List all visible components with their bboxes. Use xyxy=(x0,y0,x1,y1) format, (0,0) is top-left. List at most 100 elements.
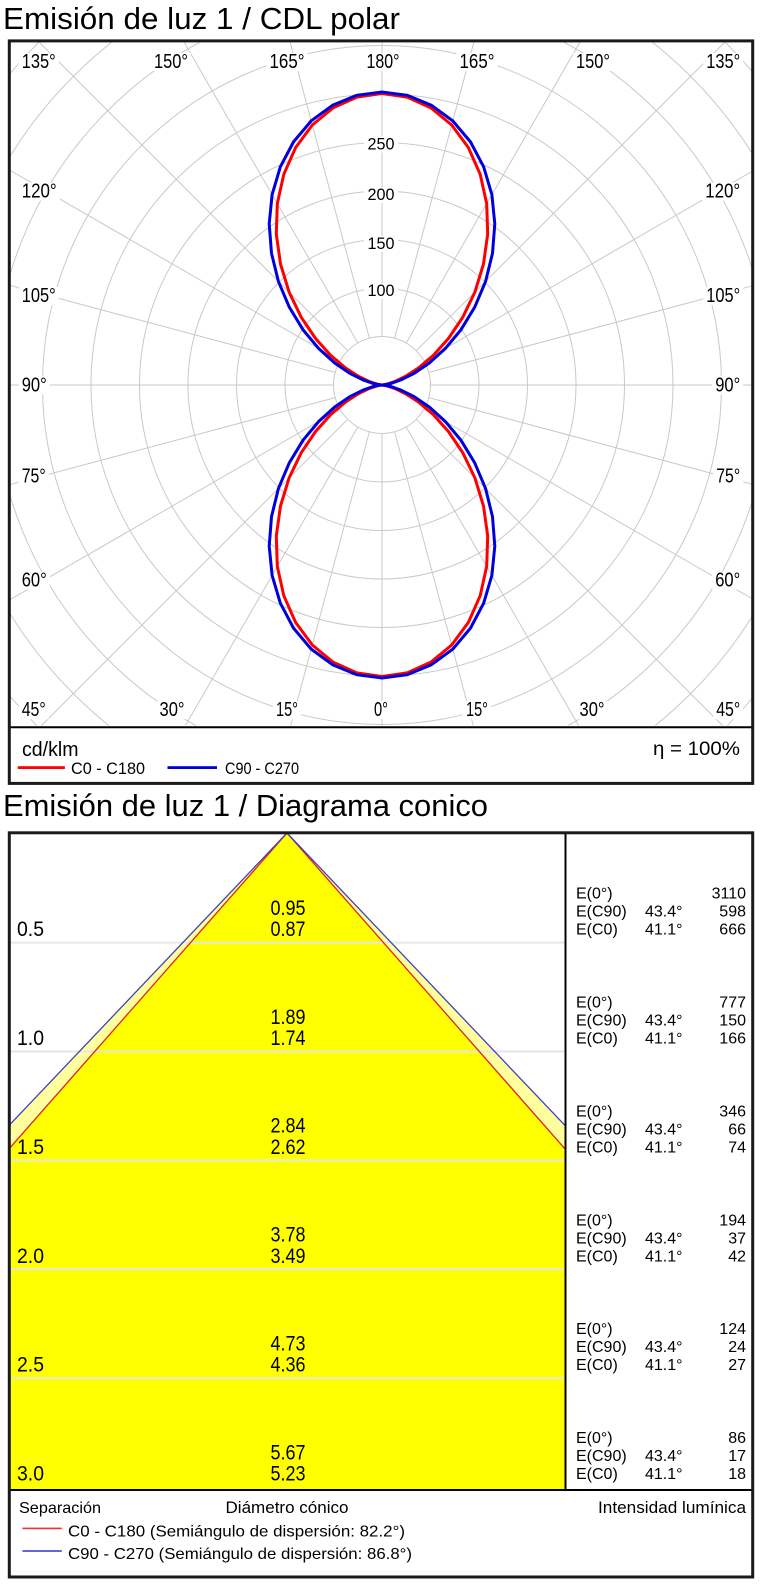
svg-text:150°: 150° xyxy=(576,51,610,73)
svg-text:E(C90): E(C90) xyxy=(576,1230,627,1247)
svg-text:E(0°): E(0°) xyxy=(576,886,613,903)
svg-text:27: 27 xyxy=(728,1357,746,1374)
svg-text:86: 86 xyxy=(728,1430,746,1447)
svg-text:15°: 15° xyxy=(466,699,488,721)
svg-text:Emisión de luz 1 / Diagrama co: Emisión de luz 1 / Diagrama conico xyxy=(3,788,488,823)
svg-text:3110: 3110 xyxy=(712,886,747,903)
svg-text:75°: 75° xyxy=(716,466,740,488)
svg-text:4.73: 4.73 xyxy=(271,1333,306,1356)
svg-text:15°: 15° xyxy=(276,699,298,721)
svg-text:43.4°: 43.4° xyxy=(645,1448,683,1465)
svg-text:E(C0): E(C0) xyxy=(576,1031,618,1048)
svg-text:E(C90): E(C90) xyxy=(576,1121,627,1138)
svg-text:66: 66 xyxy=(728,1121,746,1138)
svg-text:100: 100 xyxy=(368,281,395,300)
svg-text:17: 17 xyxy=(728,1448,746,1465)
svg-text:43.4°: 43.4° xyxy=(645,1121,683,1138)
svg-text:666: 666 xyxy=(719,922,746,939)
svg-text:1.89: 1.89 xyxy=(271,1006,306,1029)
svg-text:Diámetro cónico: Diámetro cónico xyxy=(226,1499,349,1517)
svg-text:E(C0): E(C0) xyxy=(576,1139,618,1156)
svg-text:346: 346 xyxy=(719,1103,746,1120)
svg-text:0°: 0° xyxy=(374,699,388,721)
svg-text:C90 - C270: C90 - C270 xyxy=(225,760,299,778)
svg-text:24: 24 xyxy=(728,1339,746,1356)
svg-text:E(C90): E(C90) xyxy=(576,1013,627,1030)
svg-text:120°: 120° xyxy=(22,181,57,203)
svg-text:5.67: 5.67 xyxy=(271,1441,306,1464)
svg-text:150°: 150° xyxy=(154,51,188,73)
svg-text:2.84: 2.84 xyxy=(271,1115,306,1138)
svg-text:2.0: 2.0 xyxy=(17,1245,44,1268)
svg-text:120°: 120° xyxy=(705,181,740,203)
svg-text:E(C0): E(C0) xyxy=(576,922,618,939)
svg-text:E(0°): E(0°) xyxy=(576,1212,613,1229)
svg-text:135°: 135° xyxy=(22,51,56,73)
svg-text:E(C0): E(C0) xyxy=(576,1357,618,1374)
svg-text:30°: 30° xyxy=(580,699,605,721)
svg-text:598: 598 xyxy=(719,904,746,921)
svg-text:45°: 45° xyxy=(716,699,740,721)
svg-text:150: 150 xyxy=(719,1013,746,1030)
svg-text:166: 166 xyxy=(719,1031,746,1048)
svg-text:3.0: 3.0 xyxy=(17,1463,44,1486)
svg-text:75°: 75° xyxy=(22,466,46,488)
svg-text:194: 194 xyxy=(719,1212,746,1229)
svg-text:105°: 105° xyxy=(706,285,740,307)
svg-text:1.74: 1.74 xyxy=(271,1027,306,1050)
svg-text:165°: 165° xyxy=(270,51,305,73)
svg-text:150: 150 xyxy=(368,234,395,253)
svg-text:E(C0): E(C0) xyxy=(576,1466,618,1483)
svg-text:C90 - C270 (Semiángulo de disp: C90 - C270 (Semiángulo de dispersión: 86… xyxy=(68,1546,412,1563)
svg-text:30°: 30° xyxy=(160,699,185,721)
svg-text:3.49: 3.49 xyxy=(271,1245,306,1268)
svg-text:E(0°): E(0°) xyxy=(576,1430,613,1447)
svg-text:41.1°: 41.1° xyxy=(645,1031,683,1048)
svg-text:41.1°: 41.1° xyxy=(645,1139,683,1156)
svg-text:74: 74 xyxy=(728,1139,746,1156)
svg-text:E(0°): E(0°) xyxy=(576,1321,613,1338)
svg-text:42: 42 xyxy=(728,1248,746,1265)
svg-text:E(C90): E(C90) xyxy=(576,904,627,921)
svg-text:4.36: 4.36 xyxy=(271,1354,306,1377)
svg-text:777: 777 xyxy=(719,995,746,1012)
svg-text:E(C90): E(C90) xyxy=(576,1448,627,1465)
svg-text:135°: 135° xyxy=(706,51,740,73)
svg-text:2.62: 2.62 xyxy=(271,1136,306,1159)
svg-text:43.4°: 43.4° xyxy=(645,904,683,921)
svg-text:41.1°: 41.1° xyxy=(645,1248,683,1265)
svg-text:1.0: 1.0 xyxy=(17,1027,44,1050)
svg-text:250: 250 xyxy=(368,135,395,154)
svg-text:Intensidad lumínica: Intensidad lumínica xyxy=(598,1499,747,1517)
svg-text:90°: 90° xyxy=(715,374,740,396)
svg-text:η = 100%: η = 100% xyxy=(653,738,740,760)
svg-text:18: 18 xyxy=(728,1466,746,1483)
svg-text:Separación: Separación xyxy=(19,1500,101,1517)
svg-text:0.5: 0.5 xyxy=(17,918,44,941)
svg-text:45°: 45° xyxy=(22,699,46,721)
svg-text:E(C0): E(C0) xyxy=(576,1248,618,1265)
svg-text:C0 - C180: C0 - C180 xyxy=(71,760,145,778)
svg-text:124: 124 xyxy=(719,1321,746,1338)
svg-text:41.1°: 41.1° xyxy=(645,922,683,939)
svg-text:60°: 60° xyxy=(22,570,47,592)
svg-text:cd/klm: cd/klm xyxy=(22,738,79,761)
svg-text:165°: 165° xyxy=(460,51,495,73)
svg-text:43.4°: 43.4° xyxy=(645,1230,683,1247)
svg-text:5.23: 5.23 xyxy=(271,1463,306,1486)
svg-text:180°: 180° xyxy=(367,51,400,73)
svg-text:41.1°: 41.1° xyxy=(645,1466,683,1483)
svg-text:E(C90): E(C90) xyxy=(576,1339,627,1356)
svg-text:2.5: 2.5 xyxy=(17,1354,44,1377)
svg-text:200: 200 xyxy=(368,185,395,204)
svg-text:90°: 90° xyxy=(22,374,47,396)
svg-text:1.5: 1.5 xyxy=(17,1136,44,1159)
svg-text:0.87: 0.87 xyxy=(271,918,306,941)
svg-text:60°: 60° xyxy=(715,570,740,592)
svg-text:41.1°: 41.1° xyxy=(645,1357,683,1374)
svg-text:37: 37 xyxy=(728,1230,746,1247)
svg-text:E(0°): E(0°) xyxy=(576,995,613,1012)
svg-text:C0 - C180 (Semiángulo de dispe: C0 - C180 (Semiángulo de dispersión: 82.… xyxy=(68,1524,405,1541)
svg-text:Emisión de luz 1 / CDL polar: Emisión de luz 1 / CDL polar xyxy=(3,1,400,36)
svg-text:E(0°): E(0°) xyxy=(576,1103,613,1120)
